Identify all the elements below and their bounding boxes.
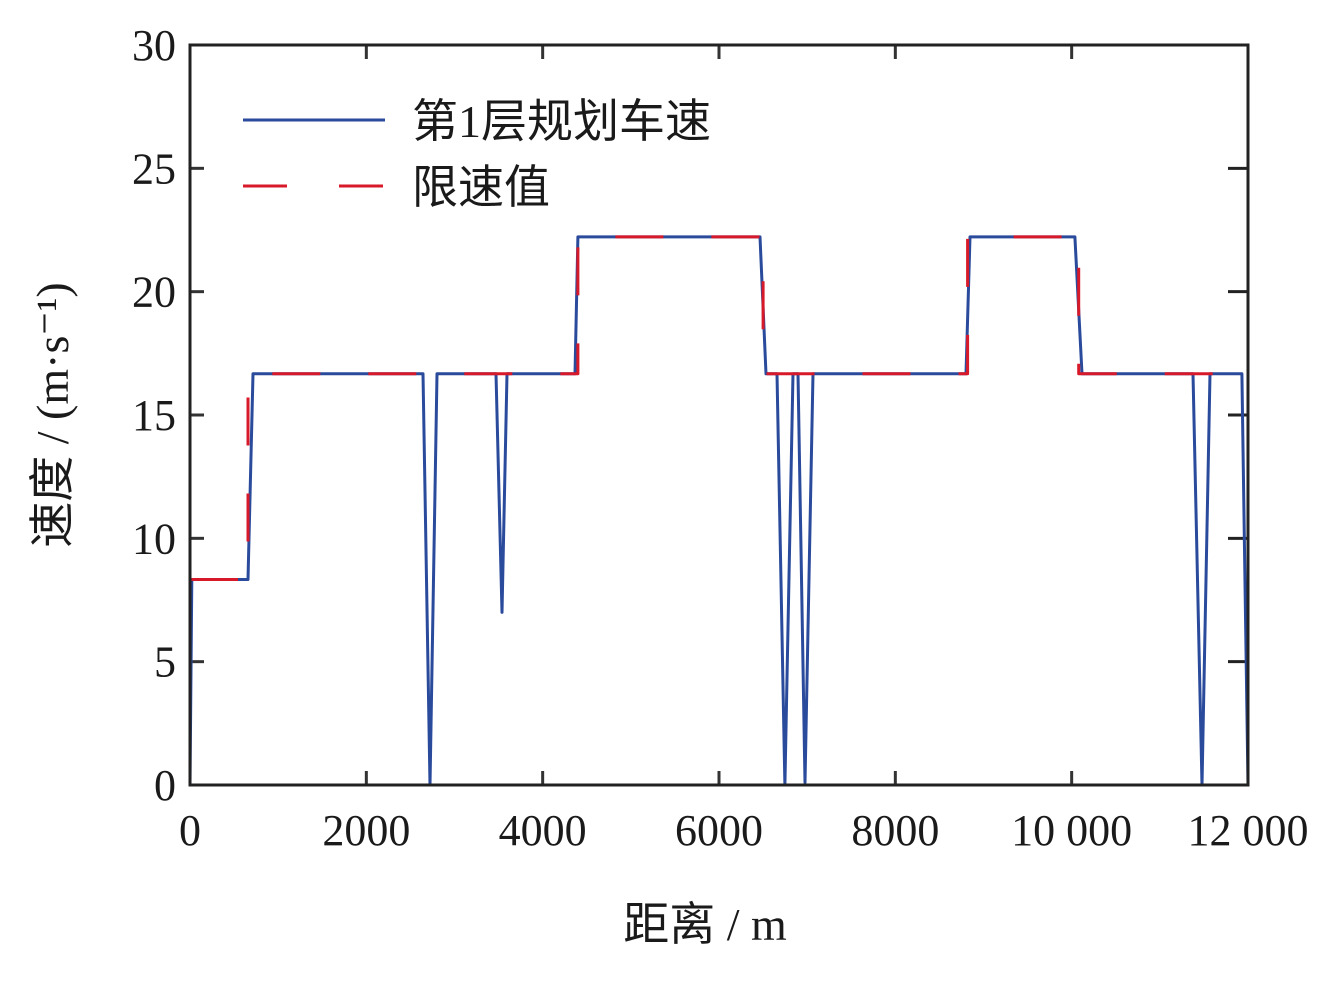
- y-tick-label: 5: [154, 638, 176, 687]
- legend: 第1层规划车速 限速值: [243, 96, 711, 213]
- y-tick-label: 0: [154, 761, 176, 810]
- axis-ticks: [188, 43, 1250, 787]
- y-tick-label: 20: [132, 268, 176, 317]
- x-tick-label: 2000: [322, 806, 410, 855]
- legend-label-planned-speed: 第1层规划车速: [412, 96, 711, 147]
- y-tick-label: 15: [132, 391, 176, 440]
- x-tick-label: 12 000: [1188, 806, 1309, 855]
- x-axis-label: 距离 / m: [623, 899, 787, 950]
- y-tick-label: 30: [132, 21, 176, 70]
- series-layer: [188, 235, 1250, 787]
- legend-label-speed-limit: 限速值: [412, 162, 550, 213]
- x-tick-label: 4000: [499, 806, 587, 855]
- tick-labels: 0 2000 4000 6000 8000 10 000 12 000 0 5 10 15 20 25 3…: [132, 21, 1309, 855]
- x-tick-label: 0: [179, 806, 201, 855]
- y-axis-label: 速度 / (m·s⁻¹): [27, 282, 78, 548]
- x-tick-label: 6000: [675, 806, 763, 855]
- x-tick-label: 8000: [851, 806, 939, 855]
- y-tick-label: 10: [132, 514, 176, 563]
- series-line-speed-limit: [190, 235, 1248, 581]
- series-line-planned-speed: [188, 235, 1250, 787]
- y-tick-label: 25: [132, 144, 176, 193]
- x-tick-label: 10 000: [1011, 806, 1132, 855]
- plot-frame: [188, 43, 1250, 787]
